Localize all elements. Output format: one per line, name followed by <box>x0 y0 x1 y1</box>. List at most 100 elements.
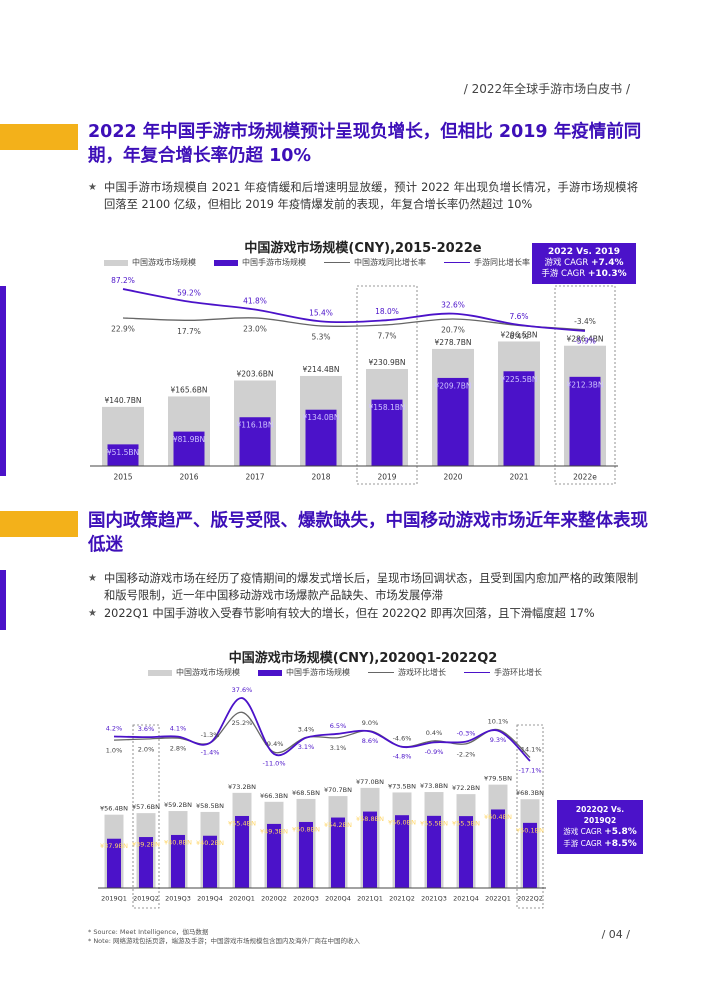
x-tick-label: 2021Q3 <box>421 895 447 903</box>
star-bullet-icon: ★ <box>88 608 97 619</box>
mobile-bar <box>235 815 249 888</box>
game-bar-label: ¥230.9BN <box>369 358 406 367</box>
mobile-growth-label: 8.6% <box>362 737 379 745</box>
game-bar-label: ¥165.6BN <box>171 385 208 394</box>
highlight-box-2019 <box>356 285 418 485</box>
mobile-growth-label: -1.4% <box>201 748 220 756</box>
game-growth-label: -14.1% <box>519 746 542 754</box>
game-growth-label: 25.2% <box>232 719 253 727</box>
legend-item: 手游环比增长 <box>464 667 542 678</box>
mobile-growth-label: -17.1% <box>519 766 542 774</box>
game-bar-label: ¥73.2BN <box>228 783 256 791</box>
mobile-bar-label: ¥81.9BN <box>173 435 205 444</box>
mobile-bar-label: ¥58.8BN <box>356 815 384 823</box>
mobile-growth-label: 37.6% <box>232 686 253 694</box>
game-bar-label: ¥66.3BN <box>260 792 288 800</box>
footnote-source: * Source: Meet Intelligence，伽马数据 <box>88 928 209 936</box>
mobile-growth-label: -4.8% <box>393 752 412 760</box>
mobile-bar <box>459 816 473 888</box>
mobile-bar <box>331 817 345 888</box>
mobile-bar-label: ¥51.5BN <box>107 448 139 457</box>
section1-title: 2022 年中国手游市场规模预计呈现负增长，但相比 2019 年疫情前同期，年复… <box>88 122 642 166</box>
game-growth-label: 3.1% <box>330 744 347 752</box>
bullet-text: 中国移动游戏市场在经历了疫情期间的爆发式增长后，呈现市场回调状态，且受到国内愈加… <box>104 572 638 602</box>
mobile-bar <box>107 838 121 888</box>
x-tick-label: 2019Q4 <box>197 895 223 903</box>
x-tick-label: 2022Q1 <box>485 895 511 903</box>
mobile-bar <box>427 815 441 888</box>
section2-yellow-bar <box>0 511 78 537</box>
game-bar-label: ¥203.6BN <box>237 369 274 378</box>
game-bar-label: ¥56.4BN <box>100 805 128 813</box>
x-tick-label: 2021Q2 <box>389 895 415 903</box>
game-growth-label: 20.7% <box>441 325 465 334</box>
header-tag: / 2022年全球手游市场白皮书 / <box>463 82 630 96</box>
game-growth-label: 2.0% <box>138 746 155 754</box>
mobile-bar <box>203 835 217 888</box>
mobile-growth-label: -11.0% <box>263 759 286 767</box>
mobile-bar-label: ¥49.3BN <box>260 827 288 835</box>
mobile-bar <box>491 809 505 888</box>
mobile-bar <box>173 431 205 466</box>
section2-title: 国内政策趋严、版号受限、爆款缺失，中国移动游戏市场近年来整体表现低迷 <box>88 511 648 555</box>
game-bar-label: ¥72.2BN <box>452 784 480 792</box>
x-tick-label: 2020Q3 <box>293 895 319 903</box>
mobile-bar <box>139 837 153 888</box>
game-bar-label: ¥140.7BN <box>105 396 142 405</box>
bullet-text: 2022Q1 中国手游收入受春节影响有较大的增长，但在 2022Q2 即再次回落… <box>104 607 595 620</box>
section2-bullet-1: ★ 中国移动游戏市场在经历了疫情期间的爆发式增长后，呈现市场回调状态，且受到国内… <box>88 571 638 604</box>
game-bar-label: ¥278.7BN <box>435 338 472 347</box>
x-tick-label: 2019Q3 <box>165 895 191 903</box>
mobile-bar-label: ¥116.1BN <box>237 421 274 430</box>
mobile-bar-label: ¥40.8BN <box>164 838 192 846</box>
mobile-bar-label: ¥50.8BN <box>292 825 320 833</box>
mobile-bar-label: ¥40.2BN <box>196 839 224 847</box>
game-bar-label: ¥79.5BN <box>484 775 512 783</box>
section2-left-accent <box>0 570 6 630</box>
chart1-svg: ¥140.7BN ¥51.5BN 2015 ¥165.6BN ¥81.9BN 2016 ¥2… <box>90 276 618 485</box>
mobile-bar <box>299 821 313 888</box>
chart2-svg: ¥56.4BN ¥37.9BN 2019Q1 ¥57.6BN ¥39.2BN 2019Q2… <box>98 686 546 909</box>
chart2-title: 中国游戏市场规模(CNY),2020Q1-2022Q2 <box>228 651 498 666</box>
mobile-bar-label: ¥60.4BN <box>484 813 512 821</box>
star-bullet-icon: ★ <box>88 182 97 193</box>
mobile-bar <box>267 823 281 888</box>
game-growth-label: -2.2% <box>457 750 476 758</box>
mobile-bar <box>363 811 377 888</box>
game-growth-label: 1.0% <box>106 747 123 755</box>
mobile-growth-label: 3.1% <box>298 743 315 751</box>
legend-item: 中国游戏同比增长率 <box>324 257 426 268</box>
footnote-note: * Note: 网络游戏包括页游，端游及手游；中国游戏市场规模包含国内及海外厂商… <box>88 937 360 945</box>
game-bar-label: ¥296.5BN <box>501 330 538 339</box>
game-growth-label: -4.6% <box>393 735 412 743</box>
mobile-bar <box>239 417 271 466</box>
game-growth-label: 22.9% <box>111 324 135 333</box>
mobile-bar <box>569 376 601 466</box>
mobile-bar-label: ¥158.1BN <box>369 403 406 412</box>
game-bar-label: ¥77.0BN <box>356 778 384 786</box>
mobile-growth-label: 59.2% <box>177 289 201 298</box>
game-growth-label: 6.4% <box>509 332 528 341</box>
game-bar-label: ¥73.8BN <box>420 782 448 790</box>
game-bar-label: ¥70.7BN <box>324 786 352 794</box>
mobile-bar-label: ¥225.5BN <box>501 375 538 384</box>
x-tick-label: 2016 <box>179 473 198 482</box>
mobile-bar-label: ¥134.0BN <box>303 413 340 422</box>
game-growth-line <box>113 711 531 759</box>
x-tick-label: 2021Q1 <box>357 895 383 903</box>
mobile-growth-label: 4.1% <box>170 725 187 733</box>
legend-item: 中国手游市场规模 <box>258 667 350 678</box>
mobile-bar-label: ¥55.3BN <box>452 820 480 828</box>
game-bar-label: ¥214.4BN <box>303 365 340 374</box>
legend-item: 中国游戏市场规模 <box>148 667 240 678</box>
game-growth-label: -9.4% <box>265 740 284 748</box>
x-tick-label: 2020Q2 <box>261 895 287 903</box>
x-tick-label: 2015 <box>113 473 132 482</box>
mobile-bar-label: ¥54.2BN <box>324 821 352 829</box>
game-growth-label: 10.1% <box>488 718 509 726</box>
game-growth-label: 2.8% <box>170 745 187 753</box>
chart2-legend: 中国游戏市场规模 中国手游市场规模 游戏环比增长 手游环比增长 <box>148 667 556 678</box>
x-tick-label: 2021 <box>509 473 528 482</box>
mobile-growth-label: 32.6% <box>441 301 465 310</box>
game-growth-label: 0.4% <box>426 729 443 737</box>
